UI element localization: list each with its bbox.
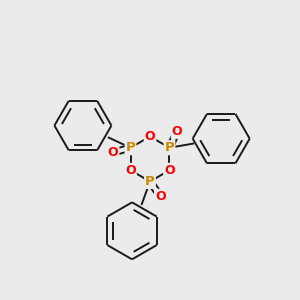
Text: O: O	[125, 164, 136, 177]
Text: O: O	[108, 146, 118, 159]
Text: P: P	[145, 175, 155, 188]
Text: P: P	[165, 141, 174, 154]
Text: O: O	[155, 190, 166, 203]
Text: O: O	[164, 164, 175, 177]
Text: P: P	[126, 141, 135, 154]
Text: O: O	[172, 125, 182, 138]
Text: O: O	[145, 130, 155, 143]
